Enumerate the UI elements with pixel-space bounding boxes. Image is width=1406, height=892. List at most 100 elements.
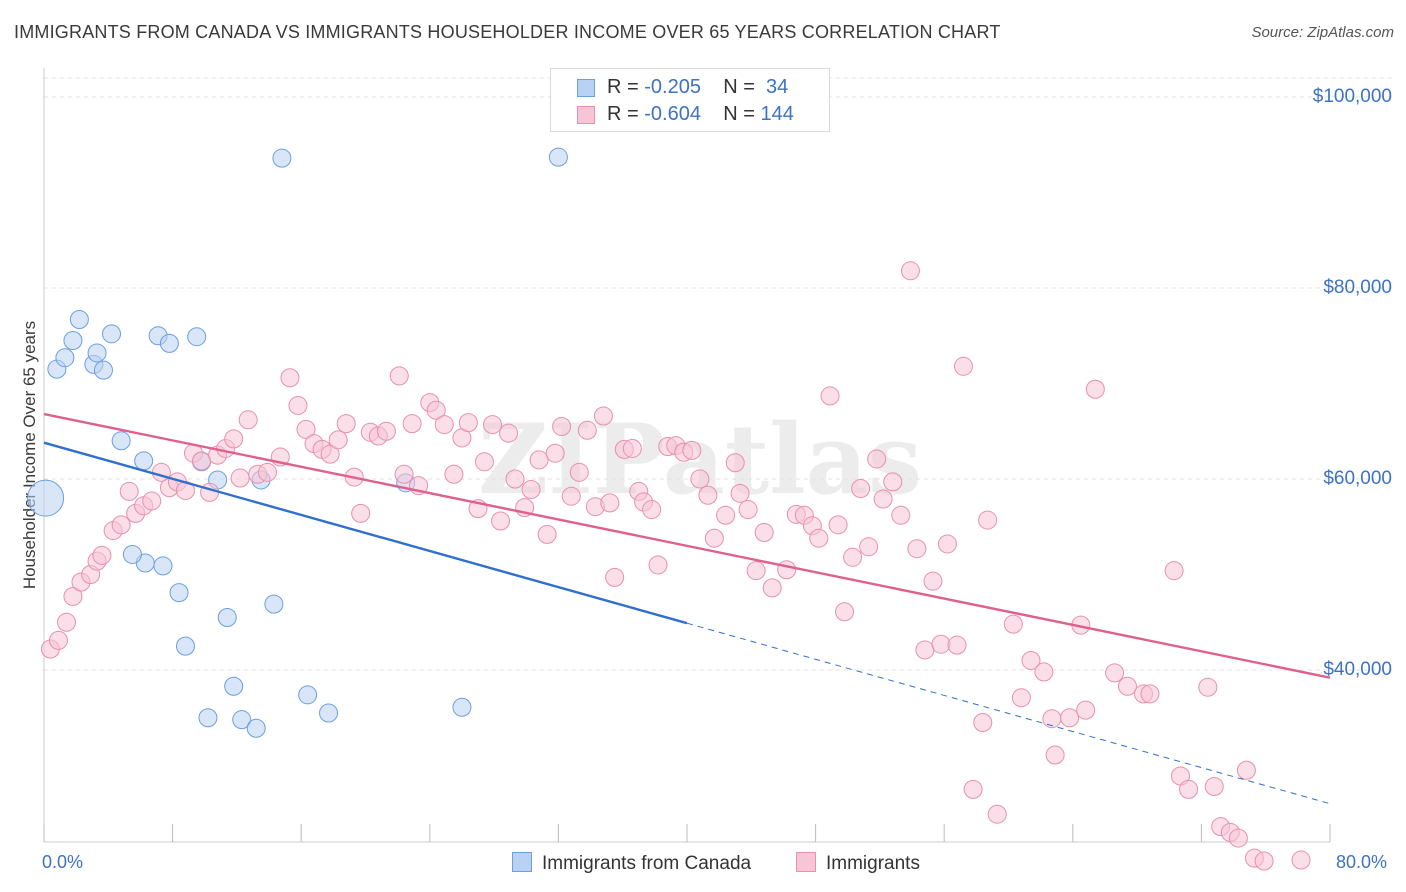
data-point bbox=[93, 360, 113, 380]
source-label: Source: ZipAtlas.com bbox=[1251, 24, 1394, 41]
data-point bbox=[867, 449, 887, 469]
data-point bbox=[224, 676, 244, 696]
data-point bbox=[102, 324, 122, 344]
data-point bbox=[63, 331, 83, 351]
data-point bbox=[690, 469, 710, 489]
data-point bbox=[593, 406, 613, 426]
trend-line bbox=[43, 441, 688, 625]
data-point bbox=[458, 413, 478, 433]
data-point bbox=[1228, 828, 1248, 848]
data-point bbox=[1204, 777, 1224, 797]
data-point bbox=[159, 333, 179, 353]
data-point bbox=[953, 356, 973, 376]
data-point bbox=[122, 544, 142, 564]
data-point bbox=[394, 464, 414, 484]
data-point bbox=[545, 443, 565, 463]
data-point bbox=[725, 453, 745, 473]
data-point bbox=[907, 539, 927, 559]
data-point bbox=[296, 419, 316, 439]
data-point bbox=[1042, 709, 1062, 729]
r-label: R = bbox=[607, 76, 639, 98]
data-point bbox=[111, 431, 131, 451]
data-point bbox=[548, 147, 568, 167]
data-point bbox=[27, 479, 65, 517]
data-point bbox=[246, 718, 266, 738]
data-point bbox=[192, 451, 212, 471]
data-point bbox=[569, 462, 589, 482]
data-point bbox=[820, 386, 840, 406]
data-point bbox=[1140, 684, 1160, 704]
data-point bbox=[931, 634, 951, 654]
data-point bbox=[232, 710, 252, 730]
canada-swatch bbox=[577, 79, 595, 97]
data-point bbox=[900, 261, 920, 281]
data-point bbox=[452, 697, 472, 717]
data-point bbox=[63, 586, 83, 606]
data-point bbox=[642, 500, 662, 520]
data-point bbox=[577, 420, 597, 440]
data-point bbox=[1034, 662, 1054, 682]
data-point bbox=[119, 481, 139, 501]
data-point bbox=[1045, 745, 1065, 765]
data-point bbox=[915, 640, 935, 660]
legend-swatch-canada bbox=[512, 852, 532, 872]
legend-swatch-immigrants bbox=[796, 852, 816, 872]
data-point bbox=[238, 410, 258, 430]
data-point bbox=[264, 594, 284, 614]
data-point bbox=[298, 685, 318, 705]
data-point bbox=[111, 515, 131, 535]
legend-label-immigrants: Immigrants bbox=[826, 853, 920, 874]
trend-line bbox=[43, 412, 1331, 679]
data-point bbox=[730, 483, 750, 503]
stats-box: R = -0.205 N = 34 R = -0.604 N = 144 bbox=[550, 68, 830, 132]
data-point bbox=[376, 421, 396, 441]
legend-item-canada[interactable]: Immigrants from Canada bbox=[512, 852, 751, 875]
data-point bbox=[1021, 650, 1041, 670]
data-point bbox=[491, 511, 511, 531]
trend-line-extension bbox=[686, 622, 1331, 805]
data-point bbox=[963, 779, 983, 799]
data-point bbox=[288, 395, 308, 415]
data-point bbox=[738, 500, 758, 520]
data-point bbox=[1060, 708, 1080, 728]
data-point bbox=[873, 489, 893, 509]
data-point bbox=[257, 462, 277, 482]
data-point bbox=[987, 804, 1007, 824]
data-point bbox=[1003, 614, 1023, 634]
data-point bbox=[92, 545, 112, 565]
data-point bbox=[1011, 688, 1031, 708]
data-point bbox=[444, 464, 464, 484]
data-point bbox=[704, 528, 724, 548]
data-point bbox=[923, 571, 943, 591]
data-point bbox=[499, 423, 519, 443]
data-point bbox=[843, 547, 863, 567]
data-point bbox=[328, 430, 348, 450]
x-tick-label-max: 80.0% bbox=[1336, 852, 1388, 872]
data-point bbox=[828, 515, 848, 535]
data-point bbox=[754, 522, 774, 542]
data-point bbox=[187, 327, 207, 347]
data-point bbox=[175, 636, 195, 656]
data-point bbox=[883, 472, 903, 492]
y-tick-label-60000: $60,000 bbox=[1323, 468, 1392, 489]
data-point bbox=[200, 482, 220, 502]
data-point bbox=[217, 607, 237, 627]
y-tick-label-80000: $80,000 bbox=[1323, 277, 1392, 298]
data-point bbox=[351, 503, 371, 523]
data-point bbox=[1291, 850, 1311, 870]
data-point bbox=[280, 368, 300, 388]
data-point bbox=[698, 485, 718, 505]
data-point bbox=[55, 348, 75, 368]
data-point bbox=[716, 505, 736, 525]
data-point bbox=[973, 713, 993, 733]
chart-title: IMMIGRANTS FROM CANADA VS IMMIGRANTS HOU… bbox=[14, 22, 1001, 42]
data-point bbox=[835, 602, 855, 622]
data-point bbox=[537, 524, 557, 544]
y-tick-label-100000: $100,000 bbox=[1312, 86, 1392, 107]
data-point bbox=[529, 450, 549, 470]
data-point bbox=[336, 414, 356, 434]
legend-item-immigrants[interactable]: Immigrants bbox=[796, 852, 920, 875]
n-value-immigrants: 144 bbox=[760, 103, 794, 125]
data-point bbox=[762, 578, 782, 598]
data-point bbox=[1198, 677, 1218, 697]
